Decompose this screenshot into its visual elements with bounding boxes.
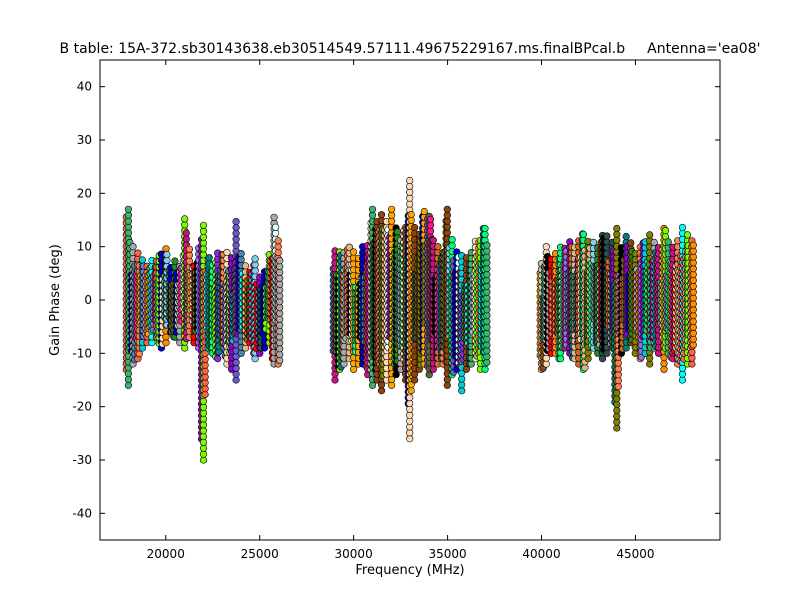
data-point bbox=[272, 223, 280, 231]
data-point bbox=[368, 205, 377, 213]
data-point bbox=[411, 223, 419, 232]
data-point bbox=[199, 221, 208, 229]
data-point bbox=[237, 250, 245, 258]
data-point bbox=[223, 248, 231, 257]
data-point bbox=[181, 215, 189, 223]
data-point bbox=[678, 223, 687, 232]
chart-title-antenna: Antenna='ea08' bbox=[647, 41, 760, 57]
data-point bbox=[443, 205, 451, 213]
data-point bbox=[613, 224, 621, 233]
data-point bbox=[627, 239, 635, 247]
data-point bbox=[542, 243, 550, 251]
data-point bbox=[205, 254, 213, 262]
data-point bbox=[388, 205, 396, 213]
data-point bbox=[434, 243, 442, 251]
data-point bbox=[241, 262, 250, 270]
data-point bbox=[350, 248, 358, 256]
data-point bbox=[276, 257, 284, 265]
chart-title: B table: 15A-372.sb30143638.eb30514549.5… bbox=[60, 41, 761, 57]
data-point bbox=[251, 255, 259, 263]
data-point bbox=[426, 215, 435, 223]
data-point bbox=[406, 176, 414, 185]
data-point bbox=[661, 227, 670, 235]
data-point bbox=[579, 230, 588, 238]
data-point bbox=[163, 250, 171, 259]
data-point bbox=[185, 245, 193, 253]
data-point bbox=[134, 249, 142, 257]
data-point bbox=[270, 213, 278, 221]
data-point bbox=[481, 224, 489, 233]
data-point bbox=[429, 236, 437, 244]
chart-title-main: B table: 15A-372.sb30143638.eb30514549.5… bbox=[60, 41, 626, 57]
data-point bbox=[138, 256, 146, 264]
data-point bbox=[646, 231, 654, 239]
data-point bbox=[171, 257, 179, 265]
data-points bbox=[122, 176, 697, 464]
data-point bbox=[129, 243, 137, 251]
data-point bbox=[448, 236, 456, 244]
data-point bbox=[274, 237, 282, 245]
data-point bbox=[393, 228, 402, 236]
data-point bbox=[483, 241, 491, 249]
data-point bbox=[664, 238, 672, 246]
data-point bbox=[182, 229, 190, 237]
data-point bbox=[650, 238, 658, 246]
data-point bbox=[232, 218, 240, 226]
data-point bbox=[603, 232, 611, 240]
data-point bbox=[407, 210, 415, 219]
data-point bbox=[124, 205, 132, 213]
data-point bbox=[622, 232, 630, 241]
data-point bbox=[377, 211, 386, 219]
